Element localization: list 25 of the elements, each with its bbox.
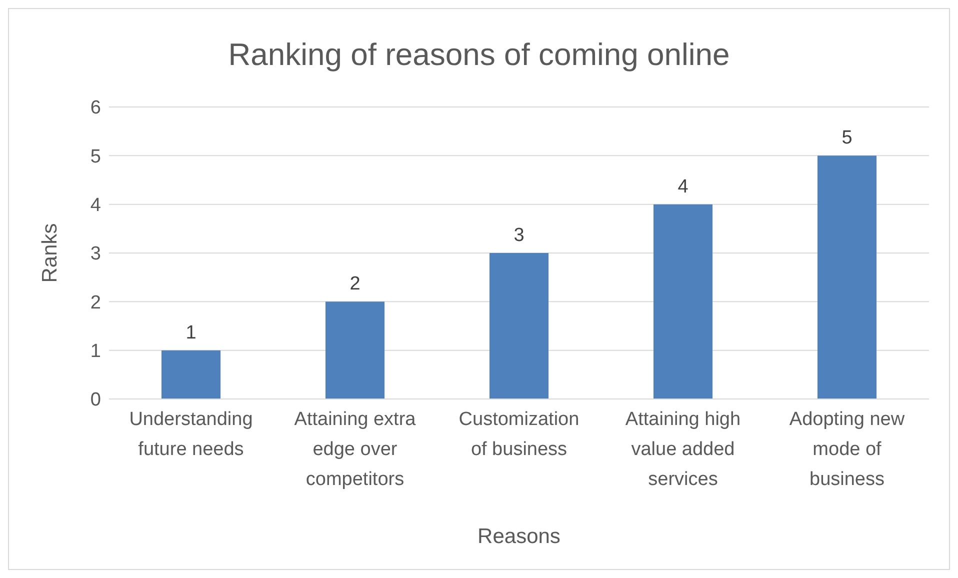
y-tick-label: 3 — [90, 244, 101, 265]
bar — [653, 204, 713, 399]
x-axis-title: Reasons — [478, 525, 560, 548]
x-tick-label: Customization of business — [458, 409, 580, 460]
y-tick-label: 5 — [90, 146, 101, 168]
bar — [817, 156, 877, 399]
bar — [489, 253, 549, 399]
y-tick-label: 4 — [90, 195, 102, 216]
y-tick-label: 6 — [90, 98, 101, 119]
bar — [161, 350, 221, 399]
x-tick-label: Understanding future needs — [129, 409, 253, 460]
x-tick-label: Adopting new mode of business — [789, 409, 905, 490]
y-tick-label: 1 — [90, 341, 101, 362]
chart-title: Ranking of reasons of coming online — [227, 37, 731, 73]
data-label: 3 — [514, 225, 524, 246]
data-label: 2 — [350, 274, 360, 295]
y-tick-label: 0 — [90, 390, 101, 411]
data-label: 4 — [678, 176, 689, 198]
x-tick-label: Attaining extra edge over competitors — [294, 409, 416, 490]
y-axis-title: Ranks — [38, 223, 62, 283]
x-tick-label: Attaining high value added services — [625, 409, 741, 490]
y-tick-label: 2 — [90, 292, 101, 314]
data-label: 1 — [186, 322, 196, 344]
data-label: 5 — [842, 128, 852, 149]
bar — [325, 302, 385, 399]
